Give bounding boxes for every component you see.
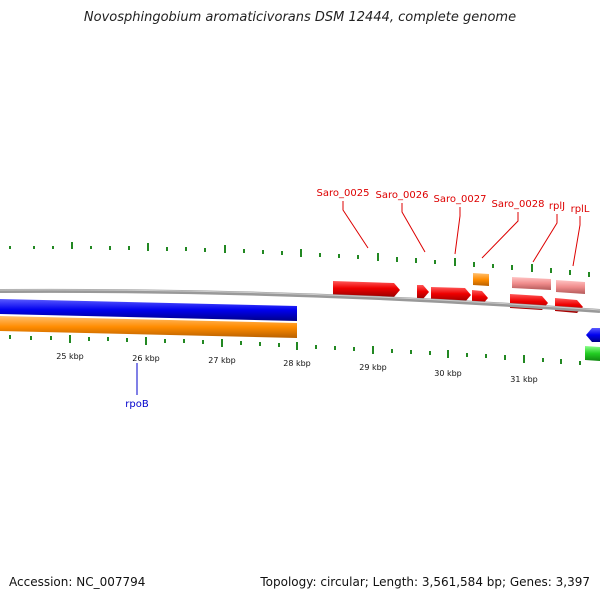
- label-saro-0026[interactable]: Saro_0026: [376, 190, 429, 201]
- label-saro-0027[interactable]: Saro_0027: [434, 194, 487, 205]
- topology-summary-text: Topology: circular; Length: 3,561,584 bp…: [260, 575, 590, 589]
- leader-rplJ: [532, 214, 558, 263]
- leader-saro-0028: [481, 212, 519, 259]
- tick-label-28kbp: 28 kbp: [283, 359, 311, 368]
- label-rplL[interactable]: rplL: [571, 204, 590, 215]
- gene-labels: Saro_0025 Saro_0026 Saro_0027 Saro_0028 …: [125, 188, 590, 410]
- gene-saro-0025[interactable]: [333, 281, 400, 297]
- tick-label-29kbp: 29 kbp: [359, 363, 387, 372]
- leader-saro-0027: [454, 207, 461, 255]
- orange-feature-small[interactable]: [473, 273, 489, 286]
- gene-reverse-blue-small[interactable]: [586, 328, 600, 342]
- rrna-feature-2[interactable]: [556, 280, 585, 294]
- reverse-strand-features: [0, 299, 600, 361]
- gene-reverse-green[interactable]: [585, 346, 600, 361]
- label-saro-0028[interactable]: Saro_0028: [492, 199, 545, 210]
- gene-rpoB-orange[interactable]: [0, 316, 297, 338]
- tick-label-25kbp: 25 kbp: [56, 352, 84, 361]
- accession-text: Accession: NC_007794: [9, 575, 146, 589]
- label-leader-lines: [136, 201, 581, 395]
- outer-scale-ticks: [9, 242, 590, 277]
- tick-label-30kbp: 30 kbp: [434, 369, 462, 378]
- tick-label-26kbp: 26 kbp: [132, 354, 160, 363]
- label-rpoB[interactable]: rpoB: [125, 399, 149, 410]
- gene-saro-0027[interactable]: [431, 287, 471, 302]
- rrna-feature-1[interactable]: [512, 277, 551, 290]
- tick-label-31kbp: 31 kbp: [510, 375, 538, 384]
- inner-scale-ticks: [9, 335, 581, 365]
- gene-saro-0026[interactable]: [417, 285, 429, 299]
- tick-label-27kbp: 27 kbp: [208, 356, 236, 365]
- label-saro-0025[interactable]: Saro_0025: [317, 188, 370, 199]
- leader-rplL: [572, 216, 581, 267]
- scale-tick-labels: 25 kbp 26 kbp 27 kbp 28 kbp 29 kbp 30 kb…: [56, 352, 538, 384]
- leader-saro-0026: [401, 203, 426, 253]
- label-rplJ[interactable]: rplJ: [549, 201, 565, 212]
- map-title: Novosphingobium aromaticivorans DSM 1244…: [83, 10, 517, 25]
- gene-rpoC[interactable]: [0, 299, 297, 321]
- genome-backbone: [0, 288, 600, 313]
- leader-saro-0025: [342, 201, 369, 249]
